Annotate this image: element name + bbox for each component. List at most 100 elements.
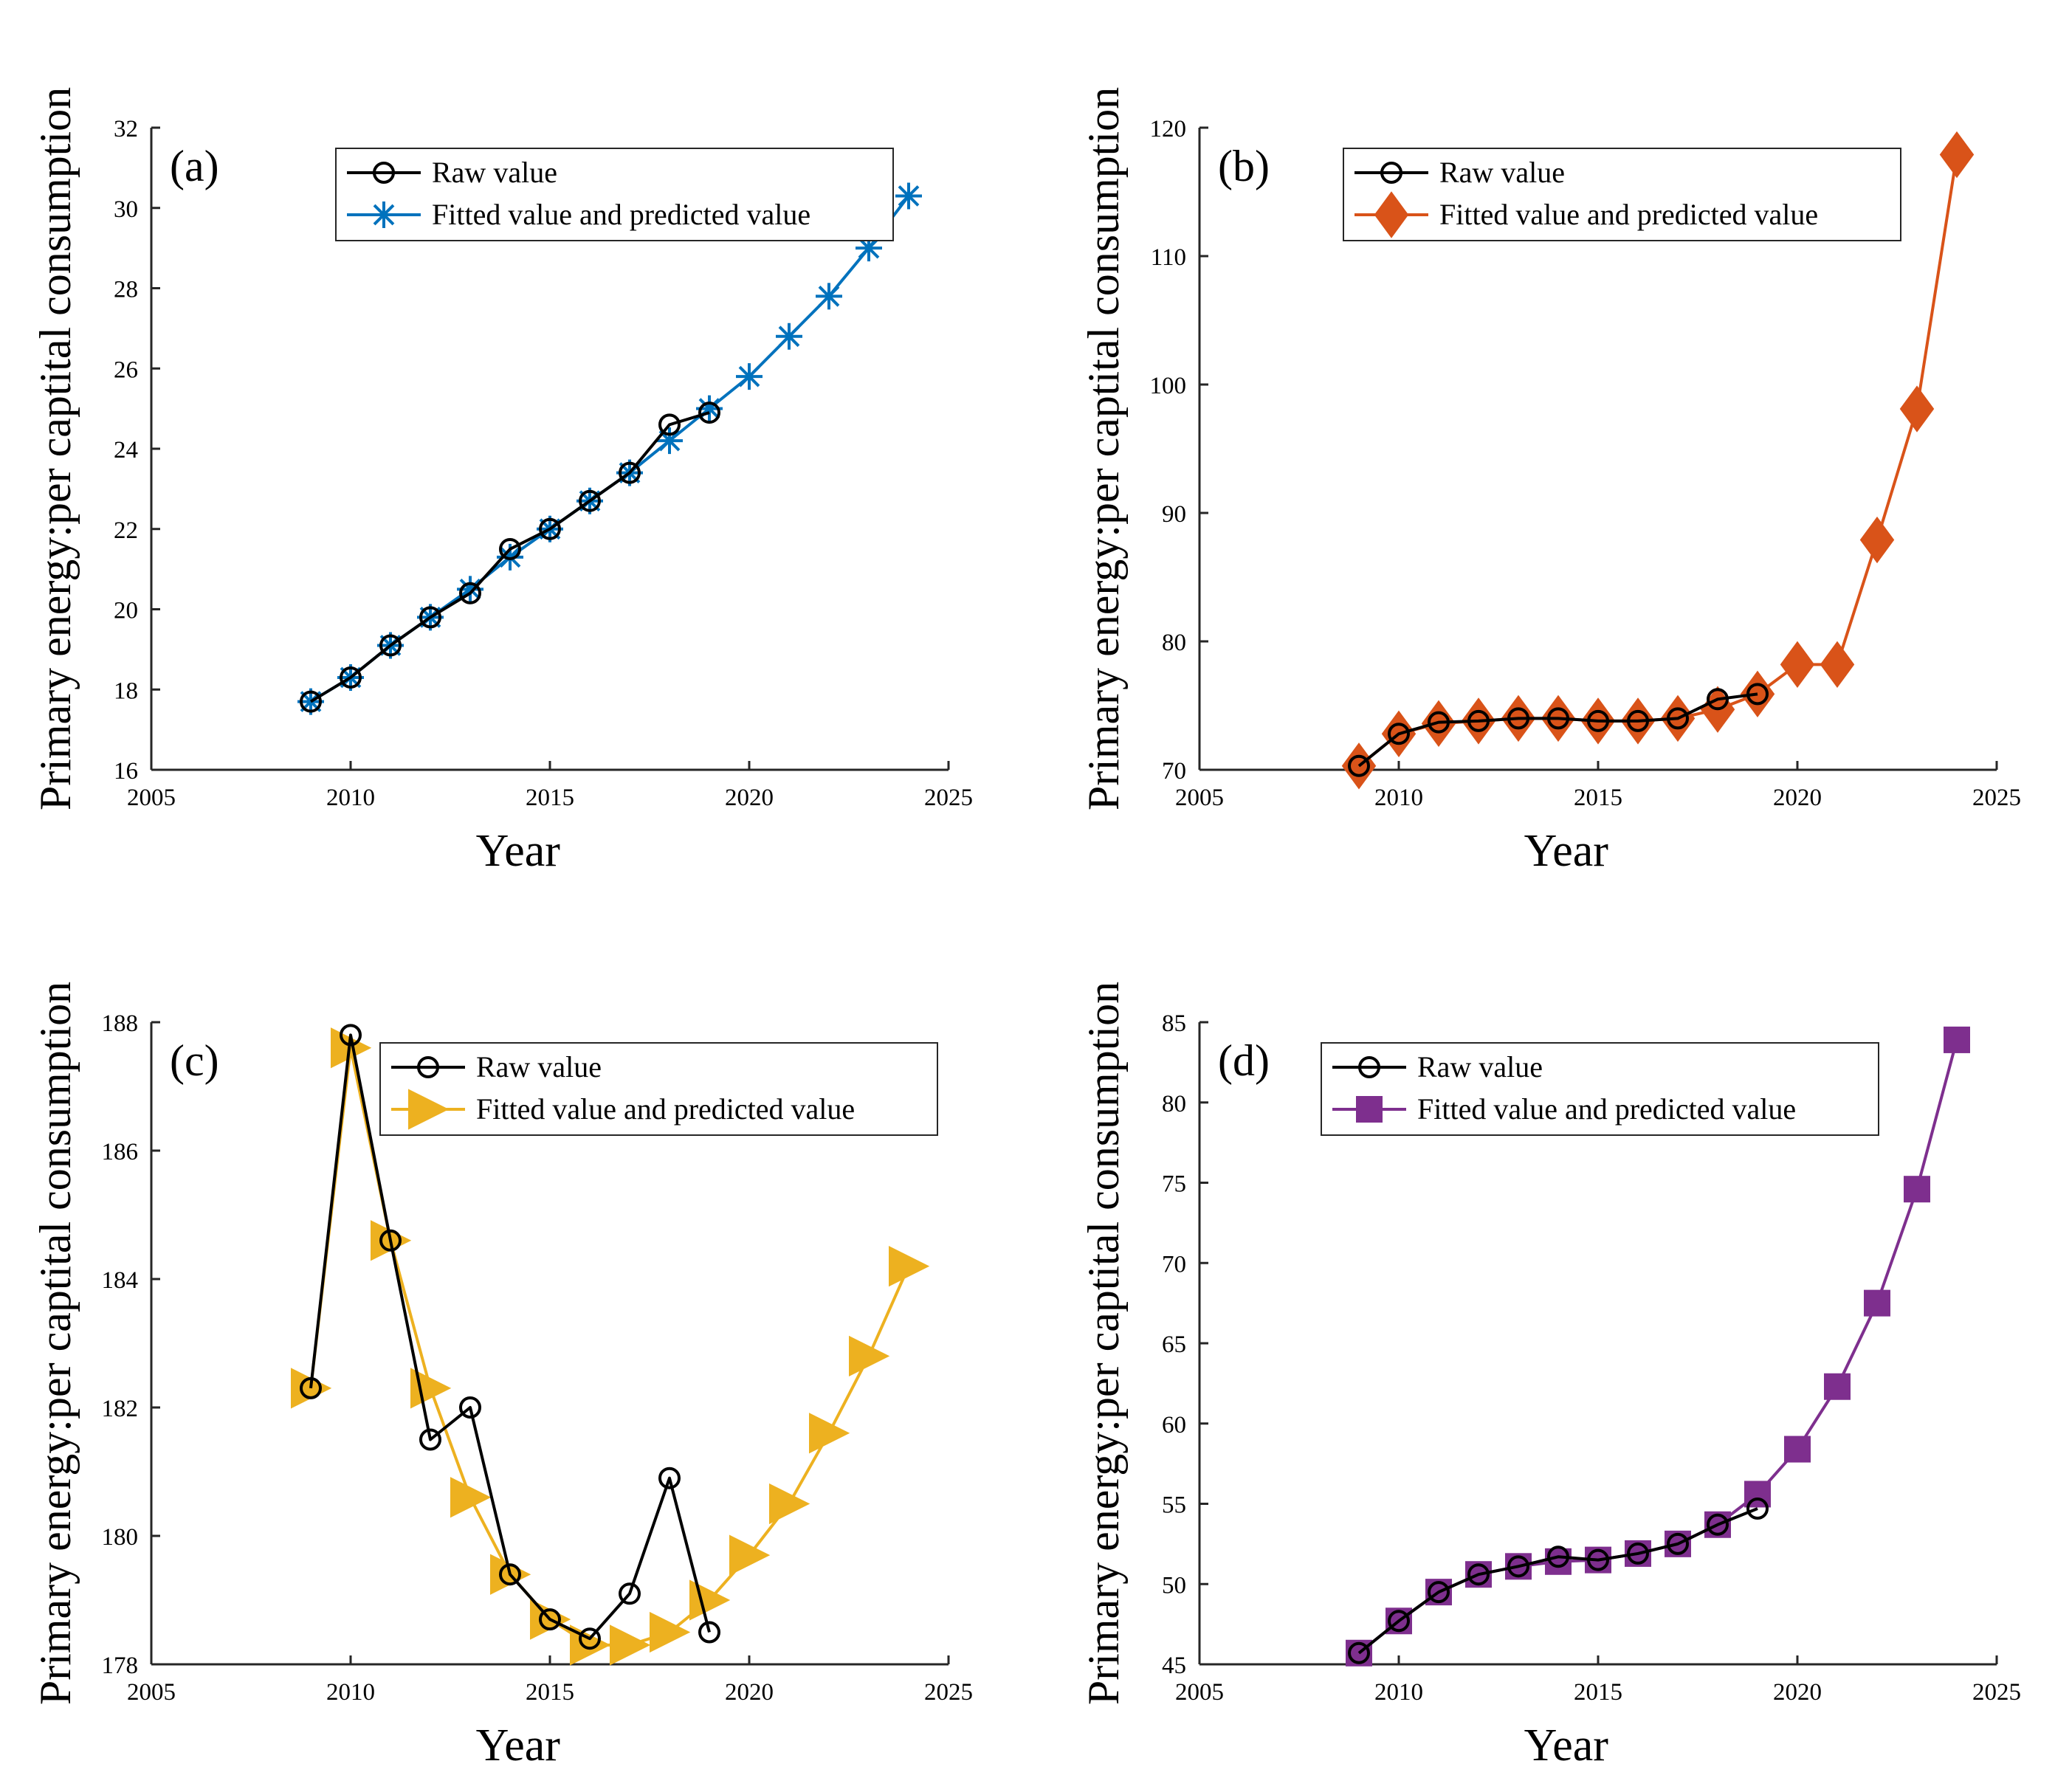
fitted-value-point xyxy=(610,1624,651,1666)
legend: Raw value Fitted value and predicted valu… xyxy=(1343,148,1901,241)
y-axis-label: Primary energy:per captital consumption xyxy=(1079,982,1128,1705)
x-axis-label: Year xyxy=(476,826,561,876)
series-line xyxy=(309,1033,711,1641)
raw-value-series xyxy=(1348,1498,1769,1664)
raw-value-point xyxy=(340,666,362,689)
fitted-value-point xyxy=(816,283,842,310)
panel-label: (c) xyxy=(170,1036,219,1085)
raw-value-point xyxy=(1587,709,1609,732)
legend-label: Fitted value and predicted value xyxy=(1417,1092,1796,1126)
series-line xyxy=(1357,154,1958,768)
raw-value-point xyxy=(459,1396,481,1419)
x-tick-label: 2020 xyxy=(725,785,774,811)
legend-label: Fitted value and predicted value xyxy=(432,198,810,231)
y-tick-label: 182 xyxy=(102,1396,139,1422)
legend-marker-icon xyxy=(373,162,395,184)
y-tick-label: 184 xyxy=(102,1267,139,1294)
raw-value-point xyxy=(1388,1610,1410,1633)
raw-value-point xyxy=(499,1563,521,1586)
fitted-value-point xyxy=(1899,385,1935,433)
raw-value-point xyxy=(1667,1532,1689,1555)
raw-value-point xyxy=(340,1024,362,1047)
raw-value-series xyxy=(300,402,720,713)
raw-value-point xyxy=(1627,1542,1649,1565)
raw-value-point xyxy=(1507,1555,1529,1578)
y-tick-label: 178 xyxy=(102,1653,139,1679)
legend-marker-icon xyxy=(371,201,397,228)
y-tick-label: 100 xyxy=(1150,373,1187,399)
chart-panel-3: 2005 2010 2015 2020 2025 178 180 182 184 186 188 Ye… xyxy=(31,982,973,1771)
x-tick-label: 2025 xyxy=(924,1679,973,1706)
fitted-value-point xyxy=(297,688,324,715)
y-axis-label: Primary energy:per captital consumption xyxy=(31,982,80,1705)
raw-value-point xyxy=(499,537,521,560)
y-tick-label: 30 xyxy=(114,196,138,223)
raw-value-point xyxy=(539,1608,561,1631)
raw-value-series xyxy=(300,1024,720,1650)
x-tick-label: 2015 xyxy=(526,1679,574,1706)
raw-value-point xyxy=(459,582,481,604)
y-tick-label: 45 xyxy=(1162,1653,1186,1679)
legend-label: Fitted value and predicted value xyxy=(1439,198,1818,231)
series-line xyxy=(309,411,710,703)
y-tick-label: 110 xyxy=(1151,244,1186,271)
y-tick-label: 70 xyxy=(1162,758,1186,785)
y-tick-label: 186 xyxy=(102,1139,139,1165)
y-tick-label: 65 xyxy=(1162,1331,1186,1358)
legend-marker-icon xyxy=(1380,162,1402,184)
raw-value-point xyxy=(1348,754,1370,777)
raw-value-point xyxy=(1348,1641,1370,1664)
raw-value-point xyxy=(658,1467,681,1489)
x-tick-label: 2020 xyxy=(1773,785,1822,811)
x-axis-label: Year xyxy=(1524,1720,1609,1771)
raw-value-point xyxy=(619,1582,641,1605)
raw-value-point xyxy=(1746,683,1769,706)
x-axis-label: Year xyxy=(476,1720,561,1771)
legend-label: Raw value xyxy=(476,1050,602,1083)
y-tick-label: 188 xyxy=(102,1010,139,1037)
fitted-value-point xyxy=(1859,516,1895,564)
legend-label: Raw value xyxy=(1417,1050,1543,1083)
legend-marker-icon xyxy=(1358,1056,1380,1078)
y-tick-label: 55 xyxy=(1162,1492,1186,1519)
y-tick-label: 120 xyxy=(1150,116,1187,142)
raw-value-point xyxy=(419,1428,441,1451)
y-tick-label: 32 xyxy=(114,116,138,142)
raw-value-point xyxy=(1467,709,1490,732)
series-line xyxy=(1357,692,1758,768)
fitted-value-point xyxy=(1824,1373,1851,1400)
y-tick-label: 75 xyxy=(1162,1171,1186,1198)
legend-marker-icon xyxy=(1374,191,1409,238)
legend-label: Raw value xyxy=(432,156,557,189)
raw-value-point xyxy=(1667,707,1689,730)
raw-value-point xyxy=(698,1621,720,1644)
chart-panel-2: 2005 2010 2015 2020 2025 70 80 90 100 110 120 Year P… xyxy=(1079,87,2021,876)
panel-label: (a) xyxy=(170,142,219,190)
fitted-value-point xyxy=(696,395,723,422)
x-tick-label: 2025 xyxy=(1972,785,2021,811)
raw-value-point xyxy=(1547,707,1569,730)
y-tick-label: 80 xyxy=(1162,630,1186,656)
chart-panel-1: 2005 2010 2015 2020 2025 16 18 20 22 24 26 28 30 32 Ye… xyxy=(31,87,973,876)
raw-value-point xyxy=(300,690,322,713)
raw-value-point xyxy=(419,606,441,629)
series-line xyxy=(309,1046,910,1647)
fitted-value-point xyxy=(650,1611,691,1653)
fitted-value-point xyxy=(1939,131,1975,179)
fitted-value-point xyxy=(809,1413,850,1454)
fitted-value-point xyxy=(1780,641,1815,689)
legend-label: Raw value xyxy=(1439,156,1565,189)
y-tick-label: 90 xyxy=(1162,501,1186,528)
raw-value-point xyxy=(1467,1563,1490,1586)
y-tick-label: 60 xyxy=(1162,1412,1186,1438)
raw-value-point xyxy=(1587,1548,1609,1571)
fitted-value-point xyxy=(1864,1289,1890,1317)
raw-value-point xyxy=(1627,709,1649,732)
x-tick-label: 2005 xyxy=(1175,1679,1224,1706)
y-tick-label: 85 xyxy=(1162,1010,1186,1037)
raw-value-point xyxy=(619,461,641,484)
x-tick-label: 2005 xyxy=(1175,785,1224,811)
y-tick-label: 20 xyxy=(114,598,138,624)
x-tick-label: 2015 xyxy=(1574,785,1622,811)
